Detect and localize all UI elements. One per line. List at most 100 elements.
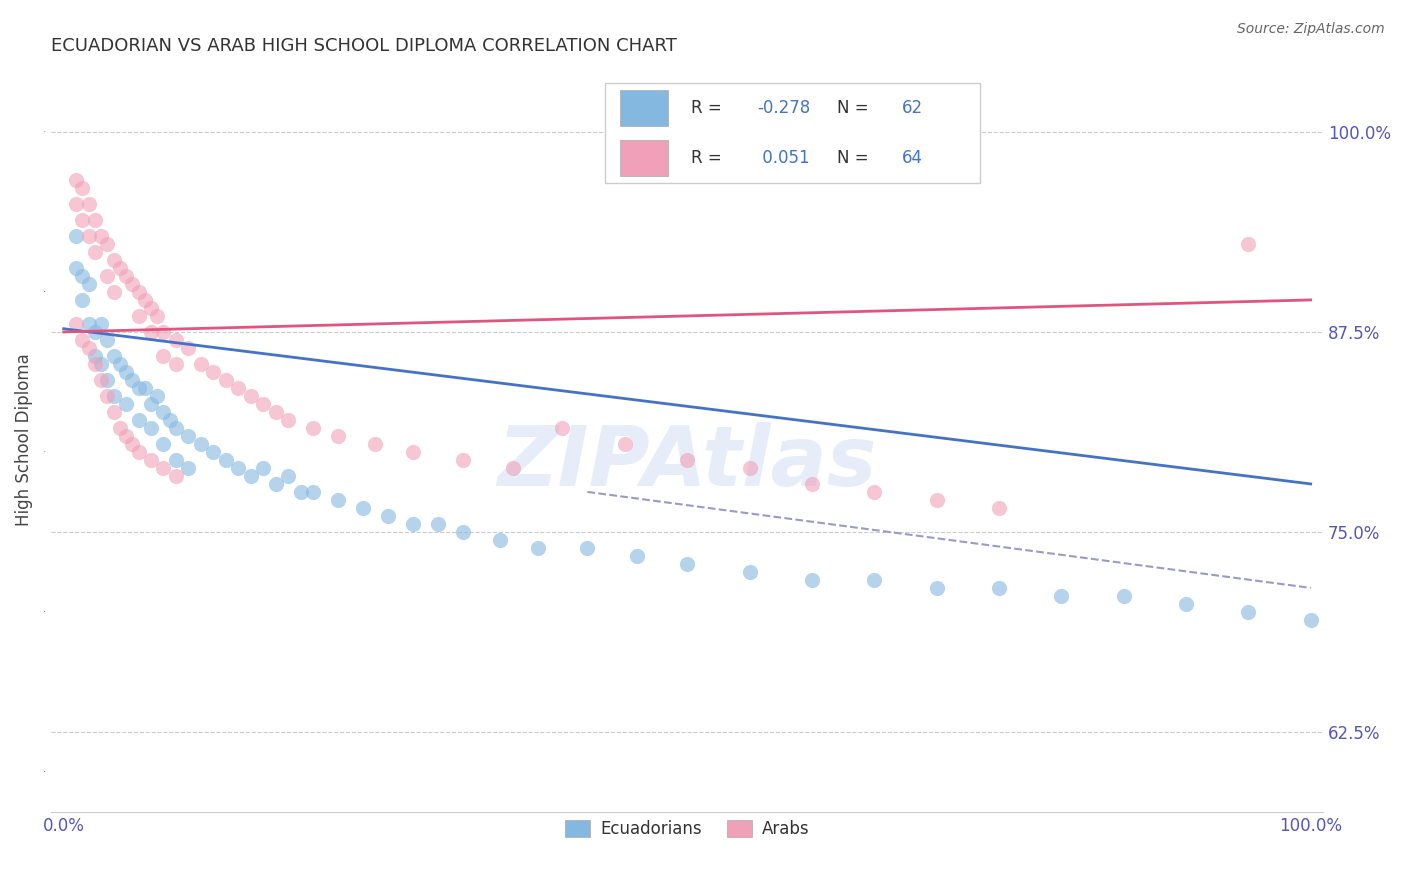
Point (526, 541, 548, 555)
Point (115, 365, 138, 379)
Point (96, 373, 118, 387)
Point (165, 357, 187, 371)
Point (96, 236, 118, 251)
Point (72, 333, 94, 347)
Point (402, 445, 425, 459)
Point (277, 413, 299, 427)
Point (489, 533, 512, 547)
Point (613, 437, 636, 451)
Point (502, 461, 524, 475)
Point (152, 349, 174, 363)
Point (96, 389, 118, 403)
Point (302, 421, 325, 435)
Text: ECUADORIAN VS ARAB HIGH SCHOOL DIPLOMA CORRELATION CHART: ECUADORIAN VS ARAB HIGH SCHOOL DIPLOMA C… (51, 37, 678, 55)
Text: ZIPAtlas: ZIPAtlas (498, 422, 877, 503)
Point (863, 573, 886, 587)
Point (115, 429, 138, 443)
Point (190, 357, 212, 371)
Point (1299, 613, 1322, 627)
Point (264, 405, 287, 419)
Point (65, 317, 87, 331)
FancyBboxPatch shape (620, 90, 668, 126)
Point (264, 477, 287, 491)
Point (252, 461, 274, 475)
Point (302, 484, 325, 499)
Point (239, 469, 262, 483)
Point (77, 317, 100, 331)
Point (77, 277, 100, 291)
Point (103, 252, 125, 267)
Point (863, 484, 886, 499)
Point (1237, 605, 1260, 619)
Point (451, 524, 474, 539)
Point (925, 581, 948, 595)
Point (215, 453, 238, 467)
Point (96, 333, 118, 347)
Point (90, 317, 112, 331)
Point (121, 373, 143, 387)
Point (65, 197, 87, 211)
Point (72, 293, 94, 307)
Point (152, 325, 174, 339)
Point (987, 581, 1010, 595)
Point (451, 453, 474, 467)
Point (121, 277, 143, 291)
Point (800, 573, 823, 587)
Point (576, 541, 599, 555)
Point (128, 285, 150, 299)
Point (152, 461, 174, 475)
Point (165, 469, 187, 483)
Point (139, 397, 162, 411)
Point (90, 229, 112, 244)
Point (108, 357, 131, 371)
Point (128, 413, 150, 427)
Point (77, 229, 100, 244)
Point (152, 405, 174, 419)
Point (121, 437, 143, 451)
Point (426, 516, 449, 531)
Point (239, 389, 262, 403)
Point (83, 349, 105, 363)
Point (177, 461, 200, 475)
Point (226, 461, 249, 475)
Point (77, 197, 100, 211)
Point (1237, 236, 1260, 251)
Point (1050, 589, 1073, 603)
Point (738, 565, 761, 579)
Point (83, 357, 105, 371)
Point (103, 349, 125, 363)
Point (290, 484, 312, 499)
Point (165, 421, 187, 435)
Text: 0.051: 0.051 (758, 149, 810, 167)
Text: N =: N = (837, 149, 875, 167)
Point (96, 268, 118, 283)
Point (226, 381, 249, 395)
Point (215, 373, 238, 387)
Point (987, 500, 1010, 515)
Point (152, 437, 174, 451)
Text: 64: 64 (903, 149, 924, 167)
Point (72, 181, 94, 195)
Point (139, 453, 162, 467)
Point (65, 229, 87, 244)
Y-axis label: High School Diploma: High School Diploma (15, 353, 32, 526)
Point (103, 285, 125, 299)
Point (551, 421, 574, 435)
Point (128, 381, 150, 395)
Point (165, 453, 187, 467)
Text: 62: 62 (903, 99, 924, 117)
Point (103, 389, 125, 403)
Point (83, 244, 105, 259)
Point (165, 333, 187, 347)
Point (115, 268, 138, 283)
Point (65, 173, 87, 187)
Text: Source: ZipAtlas.com: Source: ZipAtlas.com (1237, 22, 1385, 37)
Point (103, 405, 125, 419)
Text: -0.278: -0.278 (758, 99, 810, 117)
Point (108, 421, 131, 435)
Point (177, 429, 200, 443)
Legend: Ecuadorians, Arabs: Ecuadorians, Arabs (558, 813, 815, 845)
Point (252, 397, 274, 411)
Point (377, 508, 399, 523)
Point (326, 429, 349, 443)
